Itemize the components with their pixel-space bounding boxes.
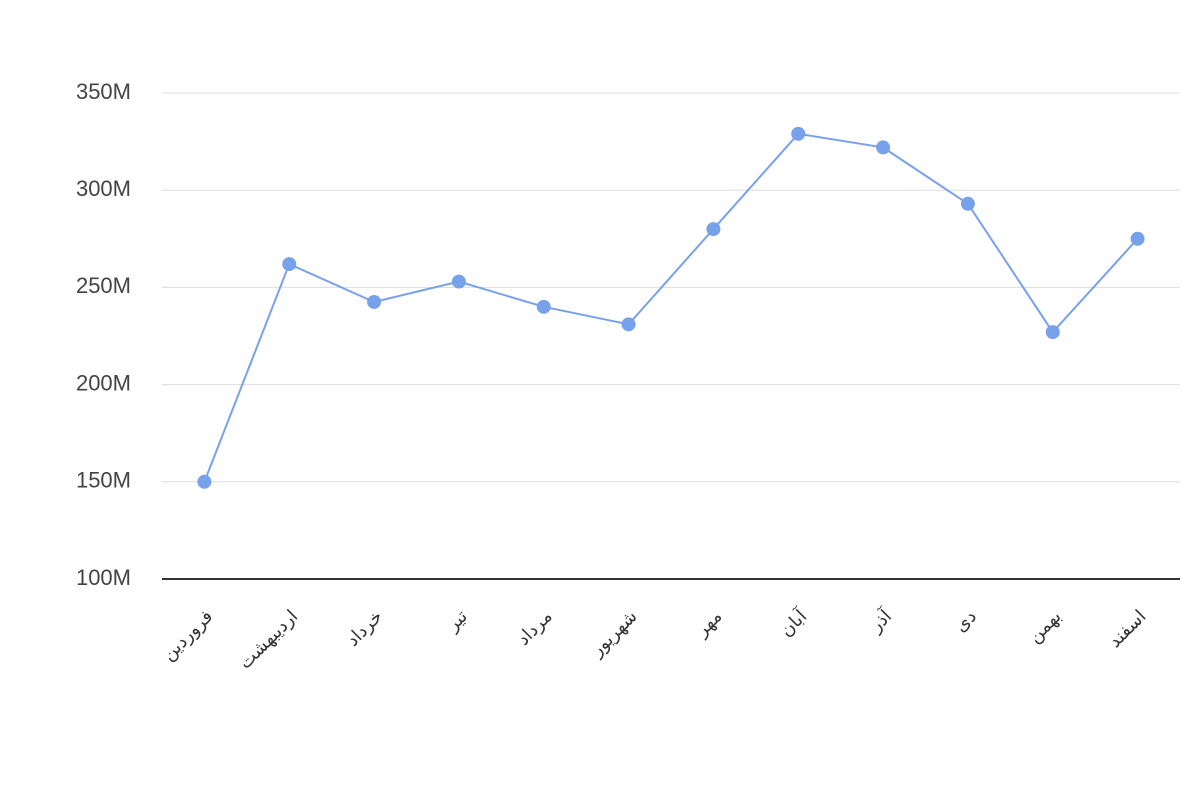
data-point	[876, 140, 891, 155]
x-tick-label: فروردین	[158, 606, 217, 665]
x-tick-label: خرداد	[342, 606, 387, 651]
x-tick-label: دی	[950, 606, 980, 636]
x-tick-label: بهمن	[1024, 606, 1065, 647]
x-tick-label: آبان	[775, 604, 812, 641]
data-point	[451, 274, 466, 289]
y-tick-label: 250M	[76, 273, 131, 298]
data-point	[282, 257, 297, 272]
data-point	[791, 126, 806, 141]
x-tick-label: اسفند	[1104, 606, 1149, 651]
y-tick-label: 100M	[76, 565, 131, 590]
series-line	[203, 132, 1139, 483]
data-point	[1130, 231, 1145, 246]
data-point	[1045, 325, 1060, 340]
y-tick-label: 300M	[76, 176, 131, 201]
data-point	[197, 474, 212, 489]
data-point	[367, 294, 382, 309]
data-point	[960, 196, 975, 211]
data-point	[536, 299, 551, 314]
data-point	[621, 317, 636, 332]
y-tick-label: 150M	[76, 468, 131, 493]
data-point	[706, 222, 721, 237]
x-tick-label: شهریور	[586, 606, 641, 661]
y-tick-label: 200M	[76, 370, 131, 395]
x-tick-label: مهر	[691, 606, 726, 641]
x-tick-label: تیر	[442, 606, 472, 636]
x-tick-label: آذر	[864, 604, 896, 636]
x-tick-label: اردیبهشت	[235, 606, 302, 673]
x-tick-label: مرداد	[513, 606, 557, 650]
y-tick-label: 350M	[76, 79, 131, 104]
